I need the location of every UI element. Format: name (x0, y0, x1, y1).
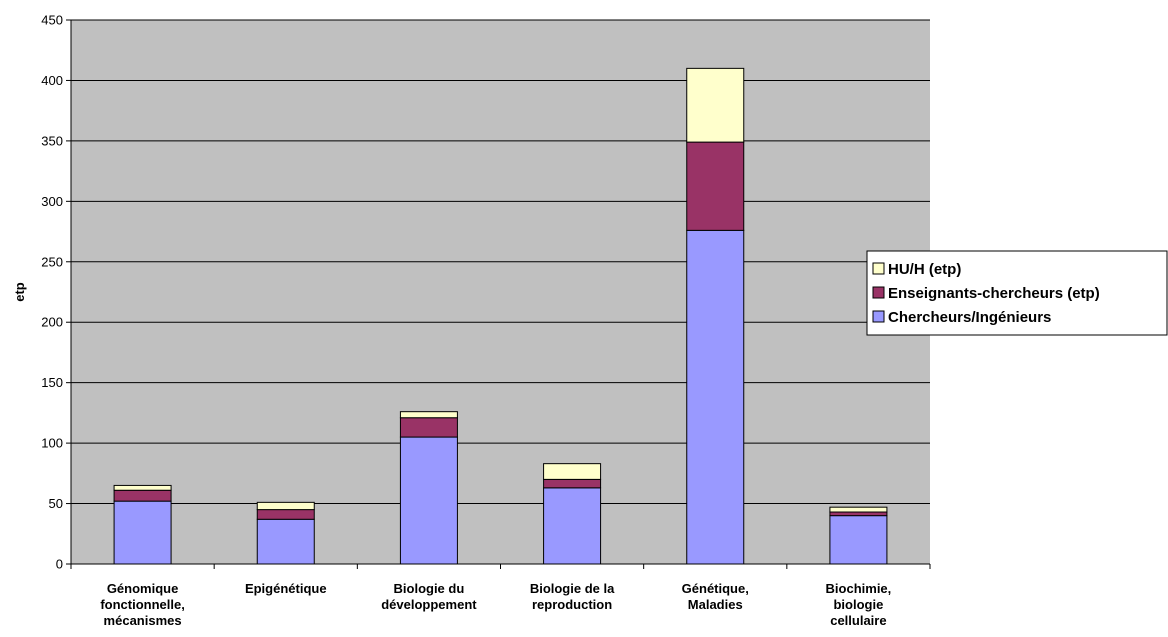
bar-segment (830, 516, 887, 564)
category-label: Maladies (688, 597, 743, 612)
y-tick-label: 50 (49, 496, 63, 511)
bar-segment (114, 490, 171, 501)
y-tick-label: 400 (41, 73, 63, 88)
legend-label: Chercheurs/Ingénieurs (888, 309, 1051, 326)
category-label: biologie (833, 597, 883, 612)
legend-swatch (873, 311, 884, 322)
category-label: cellulaire (830, 613, 886, 628)
y-tick-label: 350 (41, 133, 63, 148)
bar-segment (114, 485, 171, 490)
bar-segment (257, 502, 314, 509)
y-tick-label: 250 (41, 254, 63, 269)
y-tick-label: 300 (41, 194, 63, 209)
bar-segment (544, 488, 601, 564)
y-tick-labels: 0 50 100 150 200 250 300 350 400 450 (41, 13, 63, 572)
category-label: développement (381, 597, 477, 612)
bar-segment (400, 418, 457, 437)
y-axis-label: etp (12, 282, 27, 302)
y-tick-label: 0 (56, 557, 63, 572)
legend-swatch (873, 263, 884, 274)
legend-swatch (873, 287, 884, 298)
y-tick-label: 150 (41, 375, 63, 390)
category-label: Biologie de la (530, 581, 615, 596)
bar-segment (544, 479, 601, 487)
bar-segment (114, 501, 171, 564)
bar-segment (544, 464, 601, 480)
y-tick-label: 100 (41, 436, 63, 451)
legend: HU/H (etp) Enseignants-chercheurs (etp) Ch… (867, 251, 1167, 335)
category-label: Génomique (107, 581, 179, 596)
category-label: Génétique, (682, 581, 749, 596)
bar-segment (687, 68, 744, 142)
category-label: reproduction (532, 597, 612, 612)
category-label: fonctionnelle, (100, 597, 185, 612)
category-label: Epigénétique (245, 581, 327, 596)
bar-segment (257, 510, 314, 520)
legend-label: Enseignants-chercheurs (etp) (888, 285, 1100, 302)
bar-segment (687, 230, 744, 564)
category-label: Biologie du (394, 581, 465, 596)
bar-segment (687, 142, 744, 230)
bar-segment (400, 412, 457, 418)
bar-segment (400, 437, 457, 564)
y-tick-label: 450 (41, 13, 63, 28)
legend-label: HU/H (etp) (888, 261, 961, 278)
bar-segment (830, 512, 887, 516)
bar-segment (830, 507, 887, 512)
bar-segment (257, 519, 314, 564)
y-tick-label: 200 (41, 315, 63, 330)
category-label: mécanismes (104, 613, 182, 628)
plot-area (71, 20, 930, 564)
category-label: Biochimie, (826, 581, 892, 596)
